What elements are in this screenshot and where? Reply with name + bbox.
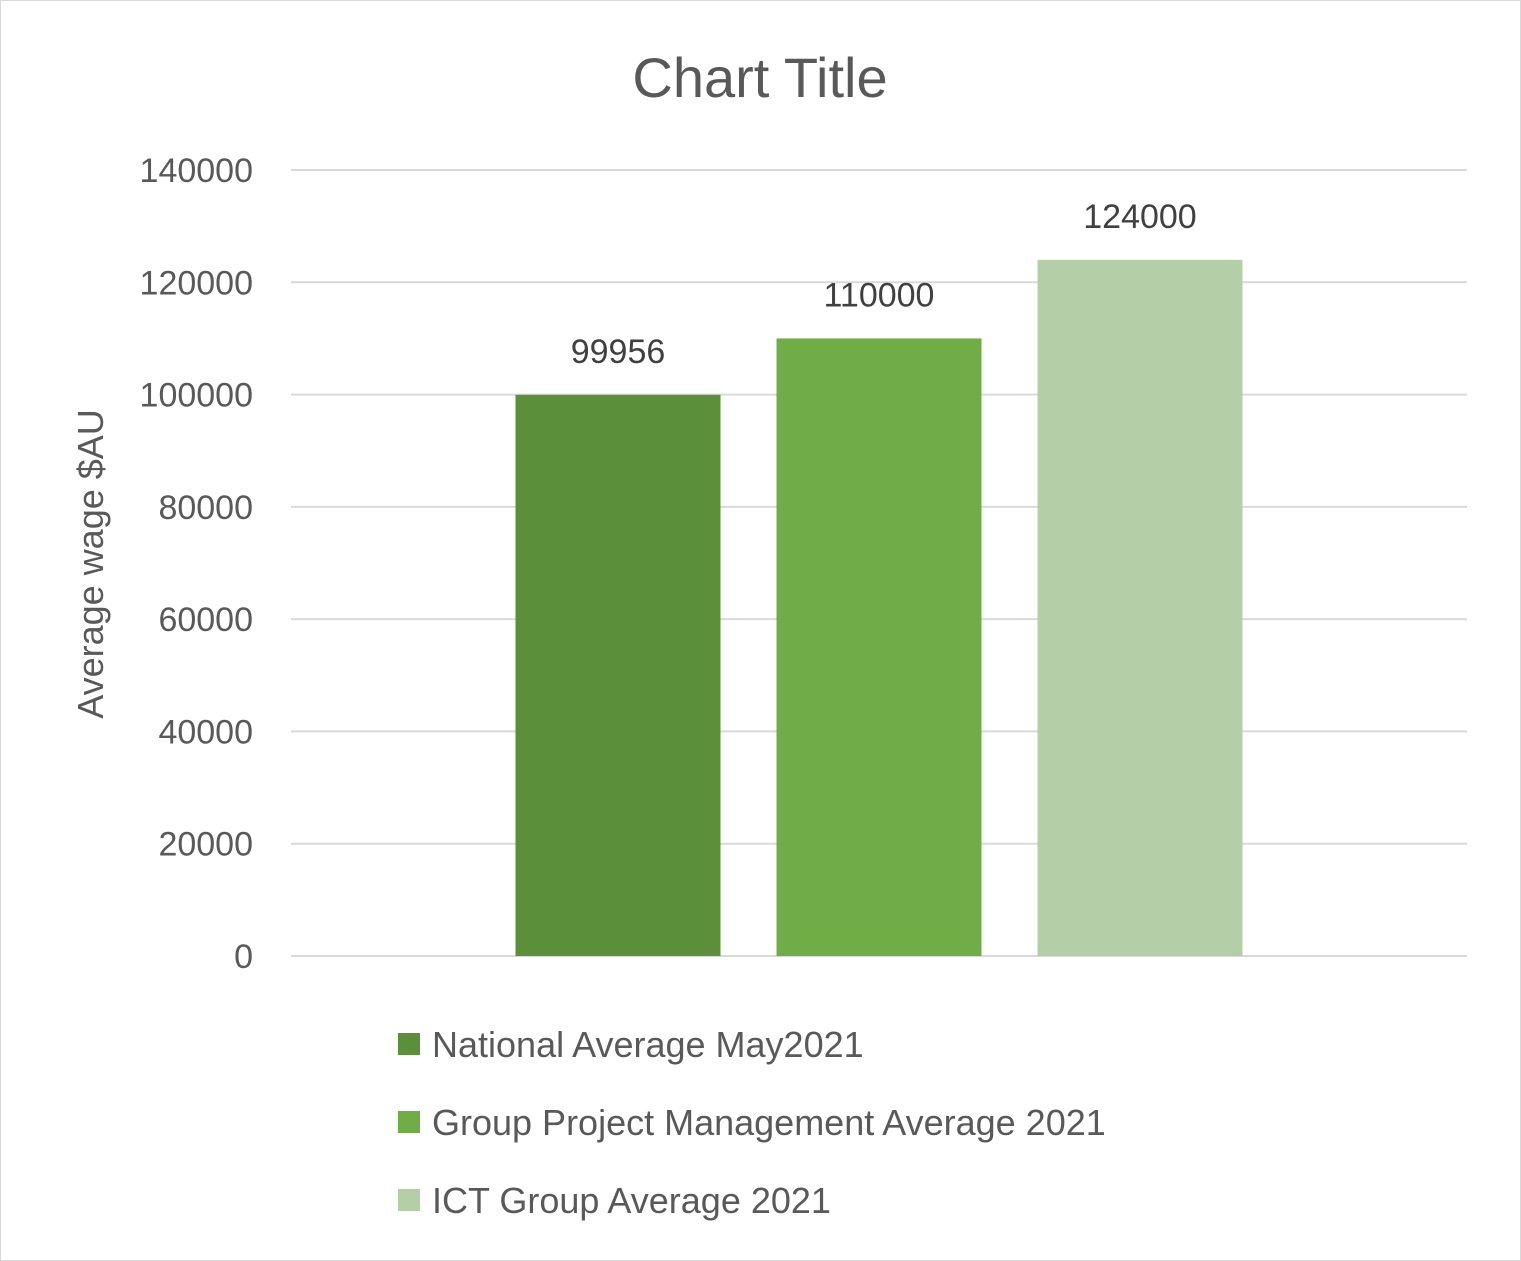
legend-swatch (398, 1033, 420, 1055)
legend-label: Group Project Management Average 2021 (432, 1102, 1106, 1143)
y-tick-label: 100000 (140, 377, 253, 415)
bar (1037, 259, 1243, 956)
y-tick-label: 60000 (158, 601, 253, 639)
legend: National Average May2021 Group Project Ma… (398, 1024, 1106, 1221)
data-label: 99956 (571, 333, 666, 371)
y-tick-label: 40000 (158, 713, 253, 751)
legend-label: National Average May2021 (432, 1024, 864, 1065)
legend-label: ICT Group Average 2021 (432, 1180, 831, 1221)
y-axis-title: Average wage $AU (70, 409, 111, 719)
y-tick-label: 120000 (140, 264, 253, 302)
legend-swatch (398, 1111, 420, 1133)
data-label: 124000 (1083, 198, 1196, 236)
chart-title: Chart Title (632, 46, 887, 109)
bars (515, 259, 1243, 956)
data-labels: 99956 110000 124000 (571, 198, 1197, 371)
bar (515, 394, 721, 956)
y-axis-ticks: 0 20000 40000 60000 80000 100000 120000 140000 (140, 152, 253, 976)
data-label: 110000 (824, 276, 935, 314)
y-tick-label: 20000 (158, 826, 253, 864)
legend-swatch (398, 1189, 420, 1211)
y-tick-label: 0 (234, 938, 253, 976)
y-tick-label: 140000 (140, 152, 253, 190)
bar (776, 338, 982, 956)
y-tick-label: 80000 (158, 489, 253, 527)
